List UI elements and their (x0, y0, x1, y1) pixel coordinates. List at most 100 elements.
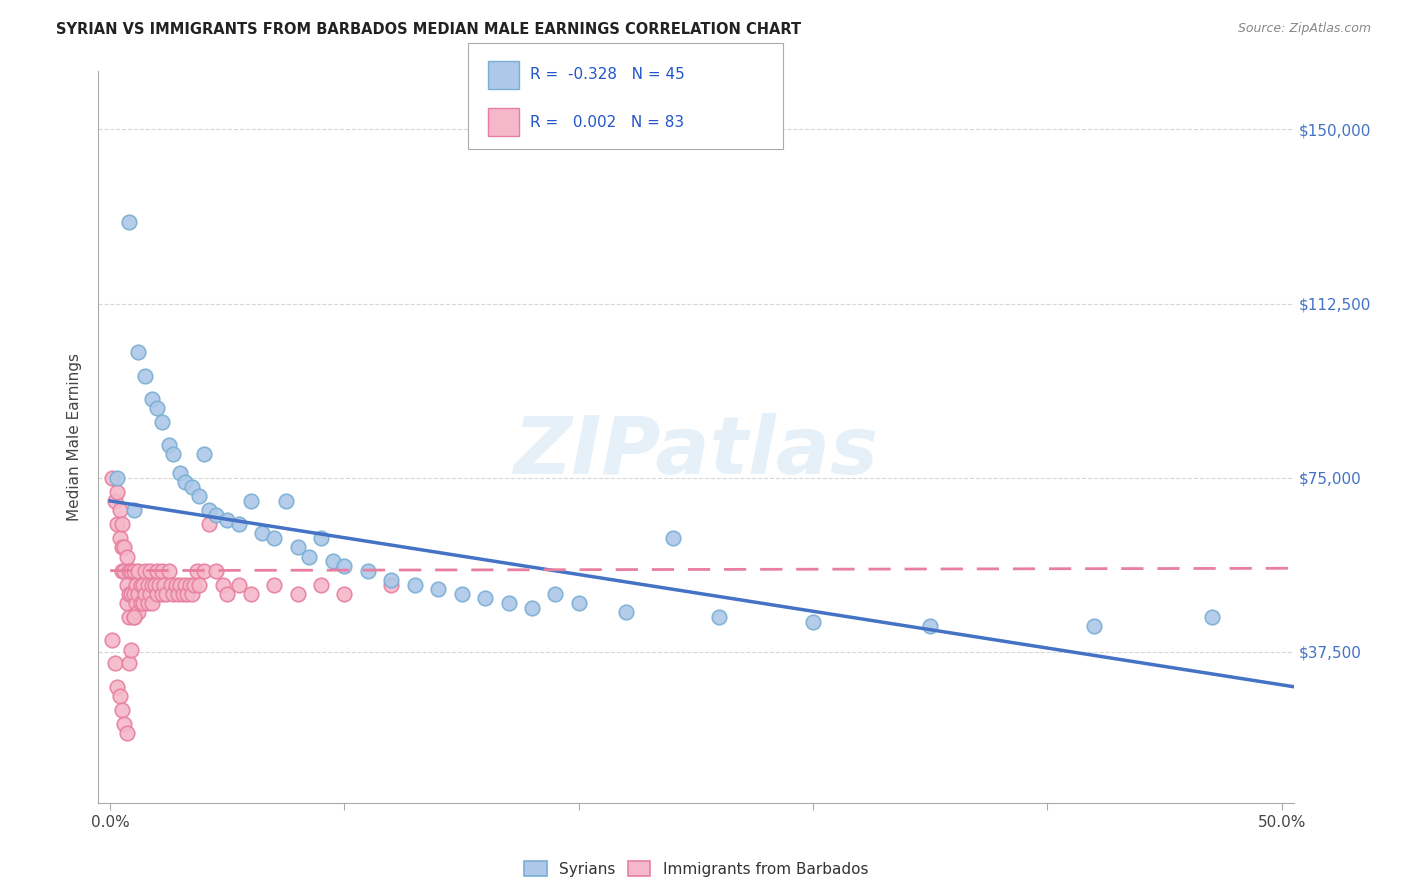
Point (474, 591, 496, 606)
Point (404, 577, 426, 591)
Point (181, 587, 204, 601)
Point (132, 577, 155, 591)
Point (322, 554, 344, 568)
Point (118, 564, 141, 578)
Point (162, 448, 184, 462)
Point (118, 657, 141, 671)
Point (101, 471, 124, 485)
Point (111, 703, 134, 717)
Point (183, 577, 205, 591)
Point (176, 587, 198, 601)
Point (104, 494, 127, 508)
Point (380, 573, 402, 587)
Point (450, 587, 472, 601)
Point (197, 517, 219, 532)
Point (197, 503, 219, 517)
Point (228, 577, 250, 591)
Point (520, 600, 543, 615)
Point (143, 577, 166, 591)
Point (179, 577, 201, 591)
Point (217, 512, 239, 526)
Point (122, 610, 145, 624)
Point (120, 587, 142, 601)
Point (160, 577, 183, 591)
Point (188, 489, 211, 503)
Point (357, 564, 380, 578)
Point (120, 642, 142, 657)
Point (709, 610, 731, 624)
Point (132, 596, 155, 610)
Point (115, 726, 138, 740)
Point (162, 587, 184, 601)
Point (118, 587, 141, 601)
Point (134, 564, 156, 578)
Point (127, 587, 149, 601)
Point (174, 475, 197, 490)
Point (165, 577, 187, 591)
Point (188, 577, 211, 591)
Point (920, 619, 942, 633)
Point (122, 503, 145, 517)
Point (129, 577, 152, 591)
Point (155, 587, 177, 601)
Point (139, 587, 162, 601)
Point (193, 564, 215, 578)
Point (129, 596, 152, 610)
Point (181, 480, 204, 494)
Point (287, 541, 309, 555)
Point (105, 517, 128, 532)
Point (146, 401, 169, 415)
Point (298, 549, 321, 564)
Point (134, 587, 156, 601)
Point (263, 577, 285, 591)
Point (101, 633, 124, 648)
Point (172, 587, 194, 601)
Point (105, 471, 128, 485)
Point (122, 587, 145, 601)
Point (108, 531, 131, 545)
Point (134, 368, 156, 383)
Point (239, 587, 262, 601)
Point (380, 577, 402, 591)
Point (146, 564, 169, 578)
Point (104, 657, 127, 671)
Point (105, 484, 128, 499)
Text: R =   0.002   N = 83: R = 0.002 N = 83 (530, 115, 685, 129)
Point (263, 531, 285, 545)
Point (141, 392, 163, 406)
Point (204, 564, 226, 578)
Point (568, 596, 591, 610)
Point (211, 577, 233, 591)
Text: ZIPatlas: ZIPatlas (513, 413, 879, 491)
Point (115, 549, 138, 564)
Point (150, 415, 173, 429)
Point (122, 564, 145, 578)
Point (1083, 619, 1105, 633)
Point (115, 596, 138, 610)
Point (122, 610, 145, 624)
Point (498, 596, 520, 610)
Point (252, 526, 274, 541)
Point (217, 587, 239, 601)
Point (309, 577, 332, 591)
Point (111, 564, 134, 578)
Point (127, 345, 149, 359)
Point (614, 606, 637, 620)
Point (125, 596, 148, 610)
Point (274, 494, 297, 508)
Point (1201, 610, 1223, 624)
Legend: Syrians, Immigrants from Barbados: Syrians, Immigrants from Barbados (517, 855, 875, 883)
Point (427, 582, 450, 597)
Point (108, 503, 131, 517)
Point (136, 577, 159, 591)
Point (333, 558, 356, 573)
Point (108, 689, 131, 703)
Text: R =  -0.328   N = 45: R = -0.328 N = 45 (530, 68, 685, 82)
Point (127, 564, 149, 578)
Point (112, 541, 135, 555)
Point (228, 517, 250, 532)
Point (186, 564, 208, 578)
Y-axis label: Median Male Earnings: Median Male Earnings (67, 353, 83, 521)
Point (136, 596, 159, 610)
Point (157, 438, 180, 452)
